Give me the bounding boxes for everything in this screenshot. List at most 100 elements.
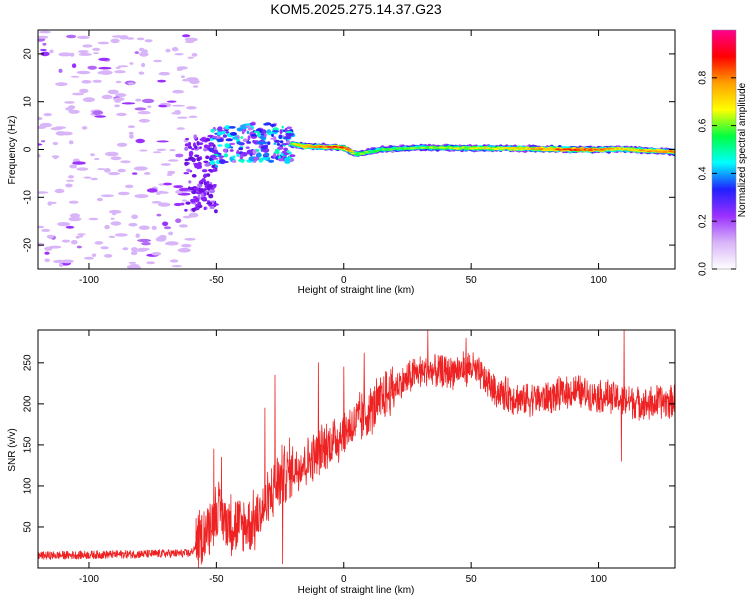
heatmap-cell <box>200 137 206 142</box>
heatmap-cell <box>256 132 261 138</box>
heatmap-cell <box>110 38 120 44</box>
heatmap-cell <box>512 147 518 149</box>
heatmap-cell <box>157 236 162 241</box>
y-tick-label: 200 <box>23 395 34 412</box>
heatmap-cell <box>167 170 176 175</box>
heatmap-cell <box>178 224 188 228</box>
heatmap-cell <box>160 163 171 166</box>
heatmap-cell <box>139 149 148 152</box>
y-tick-label: 250 <box>23 354 34 371</box>
heatmap-cell <box>165 48 171 53</box>
heatmap-cell <box>204 162 211 167</box>
colorbar-tick-label: 0.2 <box>698 214 709 228</box>
heatmap-cell <box>180 75 185 78</box>
colorbar-gradient <box>711 29 737 270</box>
heatmap-cell <box>138 118 150 123</box>
heatmap-cell <box>222 148 228 153</box>
heatmap-cell <box>98 57 110 62</box>
heatmap-cell <box>38 30 51 34</box>
heatmap-cell <box>98 66 112 70</box>
heatmap-cell <box>186 168 191 172</box>
heatmap-cell <box>210 187 215 190</box>
snr-x-label: Height of straight line (km) <box>298 585 415 596</box>
heatmap-cell <box>182 215 192 219</box>
heatmap-cell <box>40 48 47 52</box>
heatmap-cell <box>200 196 207 201</box>
heatmap-cell <box>286 133 294 137</box>
heatmap-cell <box>211 168 218 172</box>
heatmap-cell <box>209 188 215 194</box>
heatmap-cell <box>285 131 293 134</box>
heatmap-cell <box>263 152 270 157</box>
heatmap-cell <box>177 116 188 119</box>
heatmap-cell <box>200 181 204 185</box>
x-tick-label: -100 <box>79 275 99 286</box>
heatmap-cell <box>212 157 219 160</box>
heatmap-cell <box>114 233 128 237</box>
heatmap-cell <box>166 100 177 103</box>
heatmap-cell <box>61 239 71 243</box>
heatmap-cell <box>53 155 58 160</box>
heatmap-cell <box>216 131 223 136</box>
heatmap-cell <box>203 206 207 211</box>
heatmap-cell <box>242 138 248 143</box>
heatmap-cell <box>349 150 355 153</box>
heatmap-cell <box>135 138 145 144</box>
heatmap-cell <box>38 143 43 146</box>
heatmap-cell <box>65 183 73 188</box>
heatmap-cell <box>264 132 267 138</box>
heatmap-cell <box>49 49 54 54</box>
heatmap-cell <box>236 127 243 132</box>
heatmap-cell <box>90 177 98 181</box>
heatmap-cell <box>79 88 89 94</box>
heatmap-cell <box>286 149 290 154</box>
heatmap-cell <box>203 148 208 152</box>
heatmap-cell <box>191 53 198 57</box>
heatmap-cell <box>184 237 196 241</box>
x-tick-label: 50 <box>466 275 478 286</box>
heatmap-cell <box>203 181 207 186</box>
heatmap-cell <box>259 159 263 163</box>
heatmap-cell <box>192 85 199 88</box>
heatmap-cell <box>41 140 46 143</box>
heatmap-cell <box>78 52 92 56</box>
heatmap-cell <box>130 251 138 256</box>
heatmap-cell <box>104 224 110 230</box>
x-tick-label: 100 <box>590 574 607 585</box>
heatmap-cell <box>232 155 236 159</box>
heatmap-cell <box>134 194 149 199</box>
heatmap-cell <box>173 202 182 207</box>
heatmap-cell <box>104 254 113 258</box>
heatmap-cell <box>114 104 120 108</box>
heatmap-cell <box>171 265 183 268</box>
heatmap-cell <box>217 126 223 132</box>
heatmap-cell <box>88 217 99 221</box>
x-tick-label: 100 <box>590 275 607 286</box>
heatmap-cell <box>96 197 103 202</box>
heatmap-cell <box>172 89 185 94</box>
heatmap-cell <box>184 40 195 44</box>
heatmap-cell <box>202 173 208 179</box>
heatmap-cell <box>53 259 67 264</box>
colorbar-tick-label: 0.8 <box>698 70 709 84</box>
heatmap-cell <box>50 201 57 204</box>
heatmap-cell <box>163 226 172 230</box>
heatmap-cell <box>40 51 50 57</box>
heatmap-cell <box>270 137 277 140</box>
heatmap-cell <box>127 125 135 129</box>
heatmap-cell <box>38 153 41 158</box>
heatmap-cell <box>273 130 280 133</box>
snr-panel: -100 -50 0 50 100 50 100 150 200 250 Height of s… <box>7 329 676 596</box>
heatmap-cell <box>174 53 184 56</box>
heatmap-cell <box>57 222 71 227</box>
heatmap-cell <box>157 202 171 207</box>
heatmap-cell <box>193 134 197 139</box>
heatmap-cell <box>146 261 156 265</box>
heatmap-cell <box>197 191 201 195</box>
heatmap-cell <box>278 134 283 139</box>
heatmap-cell <box>253 130 260 134</box>
heatmap-cell <box>180 202 185 206</box>
heatmap-cell <box>189 79 198 82</box>
heatmap-cell <box>276 143 281 146</box>
